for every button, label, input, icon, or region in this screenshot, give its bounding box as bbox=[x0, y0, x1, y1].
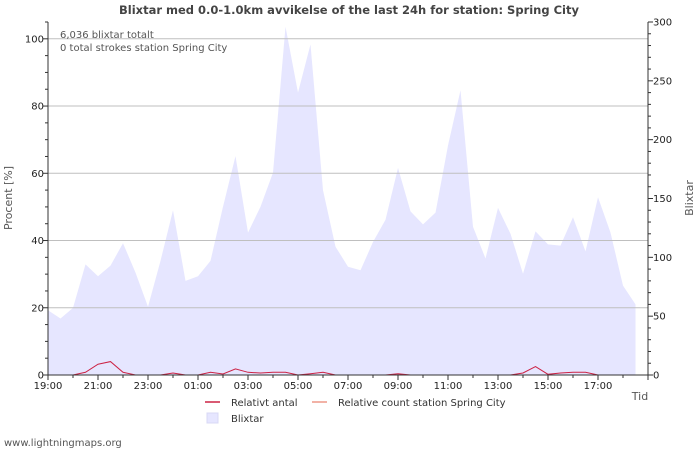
y-tick-label-right-250: 250 bbox=[653, 76, 672, 87]
grid-layer bbox=[48, 38, 648, 309]
x-tick-label-2100: 21:00 bbox=[84, 381, 113, 392]
series-area-blixtar bbox=[48, 26, 636, 375]
y-tick-label-right-150: 150 bbox=[653, 194, 672, 205]
x-tick-label-2300: 23:00 bbox=[134, 381, 163, 392]
y-tick-label-left-20: 20 bbox=[31, 303, 44, 314]
x-tick-label-0500: 05:00 bbox=[284, 381, 313, 392]
x-tick-label-0900: 09:00 bbox=[384, 381, 413, 392]
y-tick-label-left-40: 40 bbox=[31, 236, 44, 247]
x-tick-label-0300: 03:00 bbox=[234, 381, 263, 392]
x-tick-label-1100: 11:00 bbox=[434, 381, 463, 392]
legend-label-relative-count-station: Relative count station Spring City bbox=[338, 398, 506, 409]
y-axis-label-left: Procent [%] bbox=[2, 166, 15, 230]
annotation-total: 6,036 blixtar totalt bbox=[60, 30, 154, 41]
axis-layer: 0 20 40 60 80 100 0 50 100 150 200 250 300 19:00 21:00… bbox=[25, 18, 672, 393]
y-axis-label-right: Blixtar bbox=[683, 180, 696, 216]
x-tick-label-1900: 19:00 bbox=[34, 381, 63, 392]
chart-title: Blixtar med 0.0-1.0km avvikelse of the l… bbox=[119, 3, 579, 17]
x-tick-label-0100: 01:00 bbox=[184, 381, 213, 392]
y-tick-label-left-100: 100 bbox=[25, 34, 44, 45]
y-tick-label-right-100: 100 bbox=[653, 253, 672, 264]
y-tick-label-right-300: 300 bbox=[653, 18, 672, 29]
y-tick-label-left-80: 80 bbox=[31, 102, 44, 113]
legend-swatch-blixtar bbox=[206, 412, 219, 424]
footer-site: www.lightningmaps.org bbox=[4, 438, 122, 449]
x-tick-label-0700: 07:00 bbox=[334, 381, 363, 392]
legend: Relativt antal Relative count station Sp… bbox=[205, 398, 506, 425]
legend-label-blixtar: Blixtar bbox=[231, 414, 264, 425]
x-tick-label-1300: 13:00 bbox=[484, 381, 513, 392]
y-tick-label-right-0: 0 bbox=[653, 371, 659, 382]
x-tick-label-1700: 17:00 bbox=[584, 381, 613, 392]
x-tick-label-1500: 15:00 bbox=[534, 381, 563, 392]
y-tick-label-left-0: 0 bbox=[38, 371, 44, 382]
y-tick-label-right-50: 50 bbox=[653, 312, 666, 323]
area-layer bbox=[48, 26, 636, 375]
x-axis-label: Tid bbox=[631, 390, 648, 403]
y-tick-label-left-60: 60 bbox=[31, 169, 44, 180]
annotation-station: 0 total strokes station Spring City bbox=[60, 43, 227, 54]
legend-label-relativt-antal: Relativt antal bbox=[231, 398, 298, 409]
y-tick-label-right-200: 200 bbox=[653, 135, 672, 146]
